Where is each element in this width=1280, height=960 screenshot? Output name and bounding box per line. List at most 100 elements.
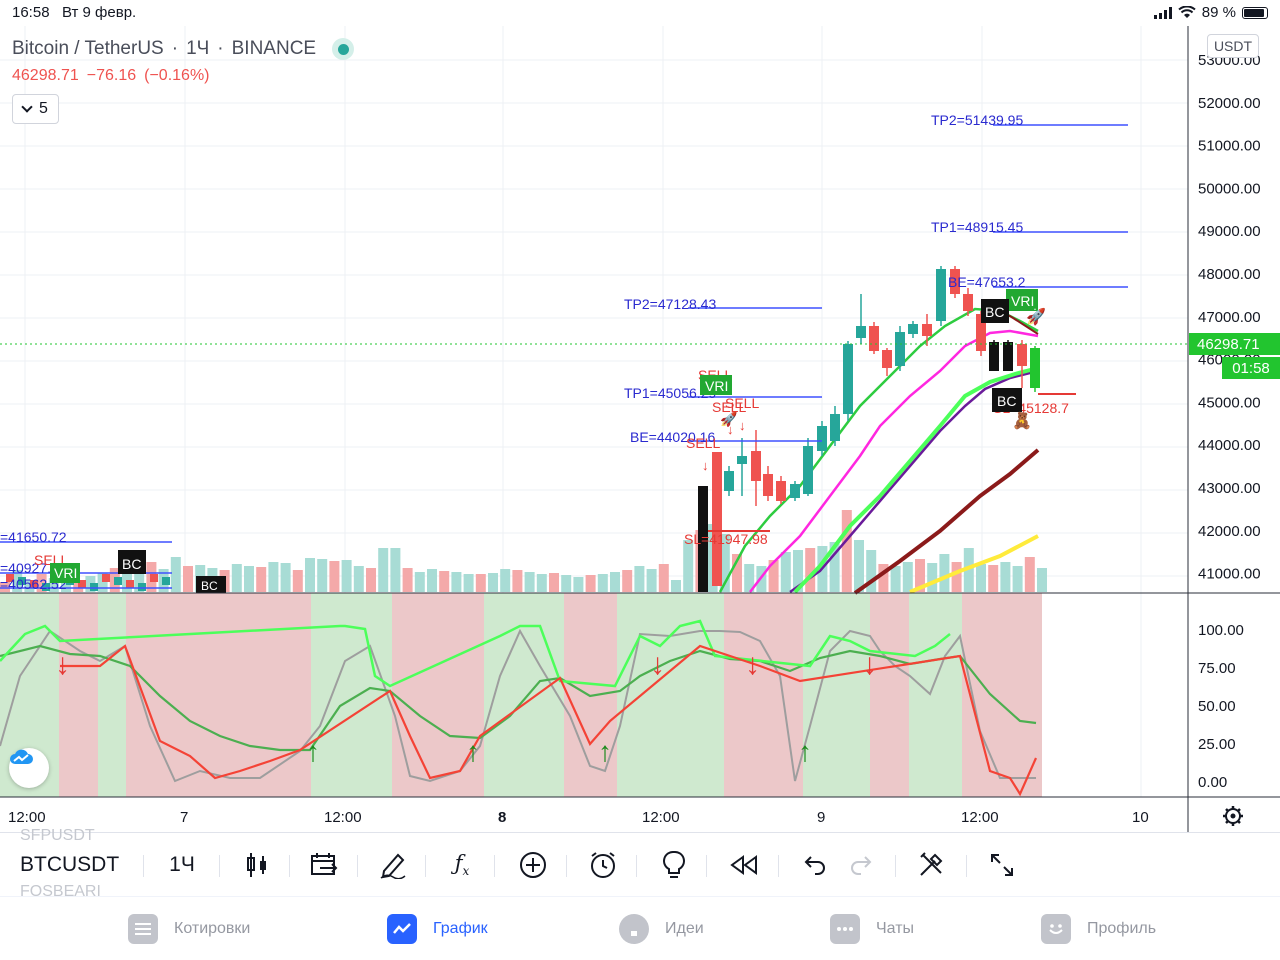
- ideas-button[interactable]: [658, 849, 690, 881]
- candle-body: [1003, 342, 1013, 371]
- tab-quotes[interactable]: Котировки: [128, 914, 250, 944]
- sell-label: SELL: [725, 395, 759, 411]
- time-axis[interactable]: 12:00 7 12:00 8 12:00 9 12:00 10: [8, 809, 1149, 826]
- drawing-tools-button[interactable]: [376, 849, 410, 881]
- indicators-button[interactable]: ƒx: [446, 849, 478, 881]
- chart-area[interactable]: TP2=51439.95 TP1=48915.45 BE=47653.2 SL=…: [0, 26, 1280, 832]
- bc-badge: [118, 550, 146, 574]
- tab-profile[interactable]: Профиль: [1041, 914, 1156, 944]
- market-status-icon[interactable]: [332, 38, 355, 60]
- oscillator-band: [98, 593, 126, 797]
- candle-body: [162, 577, 170, 585]
- chart-canvas[interactable]: TP2=51439.95 TP1=48915.45 BE=47653.2 SL=…: [0, 26, 1280, 832]
- pen-icon: [380, 853, 406, 879]
- tab-chart-label: График: [433, 920, 488, 937]
- oscillator: ↓ ↓ ↓ ↓ ↑ ↑ ↑ ↑: [0, 619, 1038, 797]
- last-price: 46298.71: [12, 67, 79, 84]
- candle-body: [30, 580, 38, 588]
- vri-label: VRI: [1011, 293, 1034, 309]
- volume-bar: [134, 567, 145, 592]
- price-tick-label: 49000.00: [1198, 223, 1261, 240]
- tp1-label-right: TP1=48915.45: [931, 219, 1023, 235]
- ma-lightgreen: [793, 366, 1039, 594]
- status-time: 16:58: [12, 4, 50, 21]
- sell-arrow-icon: ↓: [739, 418, 746, 433]
- indicators-toggle-button[interactable]: 5: [12, 94, 59, 124]
- settings-gear-icon[interactable]: [1223, 806, 1243, 826]
- symbol-name[interactable]: Bitcoin / TetherUS: [12, 38, 164, 59]
- ma-yellow: [909, 534, 1039, 594]
- add-button[interactable]: [516, 849, 550, 881]
- alert-button[interactable]: [586, 849, 620, 881]
- candle-body: [936, 269, 946, 321]
- candle-body: [126, 580, 134, 588]
- toolbar-divider: [289, 855, 290, 877]
- price-axis[interactable]: 53000.0052000.0051000.0050000.0049000.00…: [1198, 52, 1261, 583]
- candle-body: [830, 414, 840, 441]
- bear-icon: 🧸: [1012, 411, 1032, 430]
- undo-button[interactable]: [800, 849, 830, 881]
- oscillator-tick-label: 75.00: [1198, 660, 1236, 677]
- volume-bar: [24, 580, 35, 592]
- cloud-chart-button[interactable]: [9, 748, 49, 788]
- list-icon: [128, 914, 158, 944]
- redo-button[interactable]: [846, 849, 876, 881]
- sl-label-mid: SL=41947.98: [684, 531, 768, 547]
- time-tick-label: 9: [817, 809, 825, 826]
- volume-bar: [976, 564, 986, 592]
- ma-magenta: [749, 329, 1039, 593]
- tab-chart[interactable]: График: [387, 914, 488, 944]
- settings-tools-button[interactable]: [914, 849, 948, 881]
- time-tick-label: 10: [1132, 809, 1149, 826]
- volume-bar: [536, 574, 547, 592]
- volume-bar: [866, 550, 877, 592]
- chart-type-button[interactable]: [240, 849, 274, 881]
- currency-button[interactable]: USDT: [1207, 34, 1259, 58]
- bc-badge: [196, 576, 226, 593]
- oscillator-band: [724, 593, 803, 797]
- symbol-button[interactable]: BTCUSDT: [20, 853, 120, 876]
- candle-body: [963, 294, 973, 311]
- oscillator-band: [909, 593, 962, 797]
- volume-bar: [927, 563, 938, 592]
- oscillator-band: [617, 593, 724, 797]
- chart-legend[interactable]: Bitcoin / TetherUS · 1Ч · BINANCE: [12, 38, 355, 60]
- candle-body: [78, 580, 86, 588]
- toolbar-divider: [494, 855, 495, 877]
- tab-ideas[interactable]: Идеи: [619, 914, 704, 944]
- oscillator-axis[interactable]: 100.00 75.00 50.00 25.00 0.00: [1198, 622, 1244, 791]
- volume-bar: [671, 580, 681, 592]
- volume-bar: [512, 570, 523, 592]
- candle-body: [763, 474, 773, 496]
- candle-body: [869, 326, 879, 351]
- interval-button[interactable]: 1Ч: [169, 853, 195, 876]
- legend-exchange[interactable]: BINANCE: [231, 38, 317, 59]
- down-arrow-icon: ↓: [862, 648, 877, 681]
- compare-button[interactable]: [306, 849, 342, 881]
- vri-badge: [700, 375, 732, 395]
- fullscreen-button[interactable]: [986, 849, 1018, 881]
- volume-bar: [597, 574, 608, 592]
- volume-bar: [280, 563, 291, 592]
- time-tick-label: 12:00: [324, 809, 362, 826]
- candle-body: [1030, 348, 1040, 388]
- osc-bright: [0, 619, 951, 688]
- volume-bar: [793, 550, 803, 592]
- bc-label: BC: [985, 304, 1004, 320]
- vri-label: VRI: [54, 565, 77, 581]
- chart-toolbar: SFPUSDT FOSBEARI BTCUSDT 1Ч ƒx: [0, 827, 1280, 900]
- toolbar-divider: [706, 855, 707, 877]
- replay-button[interactable]: [726, 849, 762, 881]
- down-arrow-icon: ↓: [745, 648, 760, 681]
- volume-bar: [915, 559, 925, 592]
- indicators-count: 5: [39, 100, 48, 117]
- moving-averages: [718, 307, 1040, 595]
- legend-interval[interactable]: 1Ч: [186, 38, 210, 59]
- volume-bar: [463, 574, 474, 592]
- rewind-icon: [730, 855, 757, 875]
- bar-countdown-tag: 01:58: [1222, 357, 1280, 379]
- tab-chats[interactable]: Чаты: [830, 914, 914, 944]
- bottom-tab-bar: Котировки График Идеи Чаты Профиль: [0, 896, 1280, 960]
- oscillator-tick-label: 0.00: [1198, 774, 1227, 791]
- volume-bar: [366, 568, 376, 592]
